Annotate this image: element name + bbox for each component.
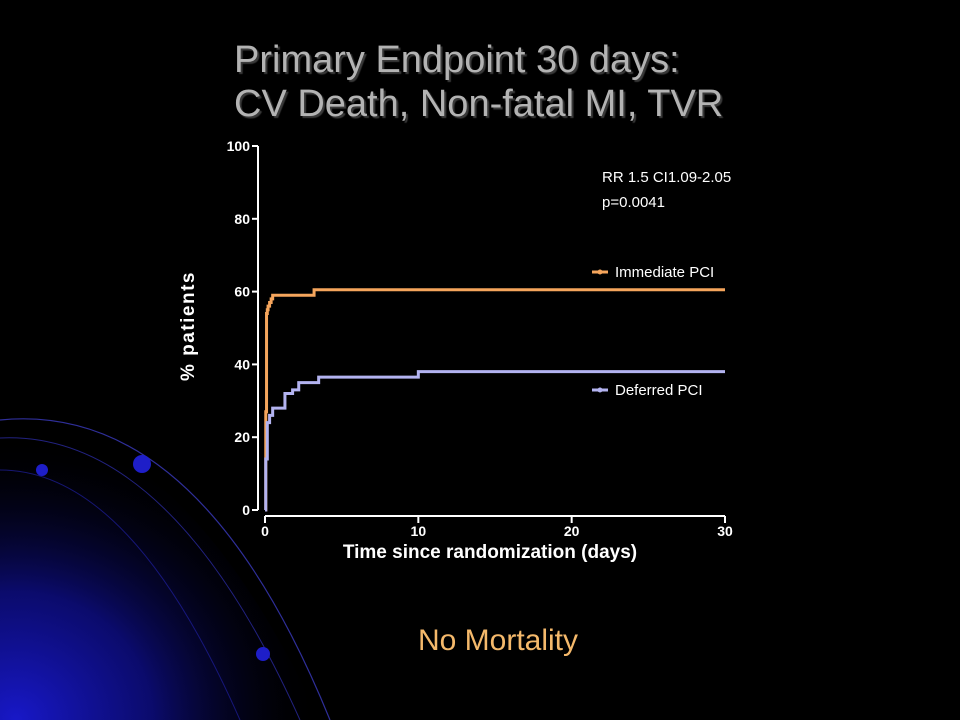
chart-series <box>264 288 725 512</box>
slide-title-line-1: Primary Endpoint 30 days: <box>234 39 680 81</box>
decor-dot-1 <box>133 455 151 473</box>
legend-label-immediate-pci: Immediate PCI <box>615 264 714 281</box>
x-tick-label-0: 0 <box>261 523 269 539</box>
series-line-immediate-pci <box>264 288 725 512</box>
x-tick-label-30: 30 <box>717 523 733 539</box>
y-tick-label-20: 20 <box>234 429 250 445</box>
annotation-1: RR 1.5 CI1.09-2.05 <box>602 169 731 186</box>
slide-title: Primary Endpoint 30 days: CV Death, Non-… <box>234 38 723 126</box>
slide-title-line-2: CV Death, Non-fatal MI, TVR <box>234 83 724 125</box>
x-tick-label-20: 20 <box>564 523 580 539</box>
y-tick-label-60: 60 <box>234 284 250 300</box>
legend-label-deferred-pci: Deferred PCI <box>615 382 703 399</box>
decor-dot-3 <box>256 647 270 661</box>
legend-marker-immediate-pci <box>597 269 603 275</box>
decor-dot-2 <box>36 464 48 476</box>
no-mortality-note: No Mortality <box>417 624 579 657</box>
x-axis-label: Time since randomization (days) <box>343 542 637 563</box>
y-tick-label-100: 100 <box>227 138 251 154</box>
x-tick-label-10: 10 <box>411 523 427 539</box>
annotation-2: p=0.0041 <box>602 194 665 211</box>
chart-axes <box>252 145 726 523</box>
y-axis-label: % patients <box>178 271 199 381</box>
series-line-deferred-pci <box>264 370 725 512</box>
chart-labels: 0 20 40 60 80 100 0 10 20 30 Time since randomizat… <box>178 138 733 563</box>
y-tick-label-40: 40 <box>234 356 250 372</box>
y-tick-label-0: 0 <box>242 502 250 518</box>
y-tick-label-80: 80 <box>234 211 250 227</box>
legend-marker-deferred-pci <box>597 387 603 393</box>
